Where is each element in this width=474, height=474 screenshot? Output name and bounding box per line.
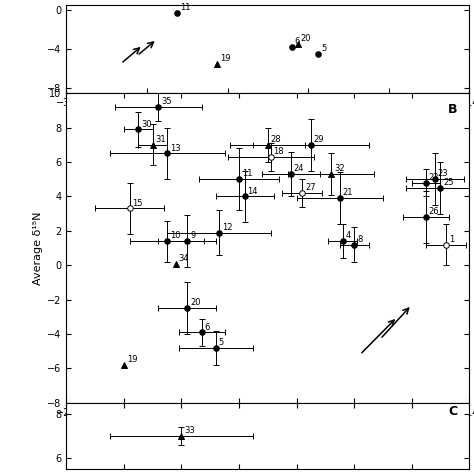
Text: 5: 5 [321, 44, 326, 53]
Text: 4: 4 [346, 231, 351, 240]
Text: 12: 12 [222, 223, 232, 232]
Text: 29: 29 [314, 135, 324, 144]
Text: 26: 26 [429, 207, 439, 216]
Text: 25: 25 [443, 178, 454, 187]
Text: 10: 10 [170, 231, 181, 240]
Text: 11: 11 [180, 3, 191, 12]
Text: 35: 35 [161, 97, 172, 106]
Text: 20: 20 [301, 34, 311, 43]
Text: 5: 5 [219, 338, 224, 347]
Text: 6: 6 [204, 323, 210, 332]
Text: 9: 9 [190, 231, 195, 240]
Text: 14: 14 [247, 187, 258, 196]
Text: 8: 8 [357, 235, 362, 244]
Text: 22: 22 [429, 173, 439, 182]
Text: 30: 30 [141, 119, 152, 128]
Text: 28: 28 [271, 135, 281, 144]
Text: 15: 15 [132, 199, 143, 208]
Text: 20: 20 [190, 299, 201, 308]
Text: 18: 18 [273, 147, 284, 156]
Text: 31: 31 [155, 135, 166, 144]
Text: 13: 13 [170, 144, 181, 153]
Text: 23: 23 [438, 170, 448, 179]
Text: B: B [447, 102, 457, 116]
Text: 33: 33 [184, 426, 195, 435]
Text: 1: 1 [449, 235, 454, 244]
Text: C: C [448, 405, 457, 418]
Text: 34: 34 [179, 254, 189, 263]
Text: 11: 11 [242, 170, 252, 179]
Y-axis label: Average δ¹⁵N: Average δ¹⁵N [33, 211, 43, 285]
Text: 32: 32 [334, 164, 345, 173]
Text: 19: 19 [220, 54, 231, 63]
Text: 27: 27 [305, 183, 316, 192]
Text: 6: 6 [295, 37, 300, 46]
Text: 19: 19 [127, 356, 137, 365]
Text: 21: 21 [343, 188, 353, 197]
Text: 24: 24 [293, 164, 304, 173]
